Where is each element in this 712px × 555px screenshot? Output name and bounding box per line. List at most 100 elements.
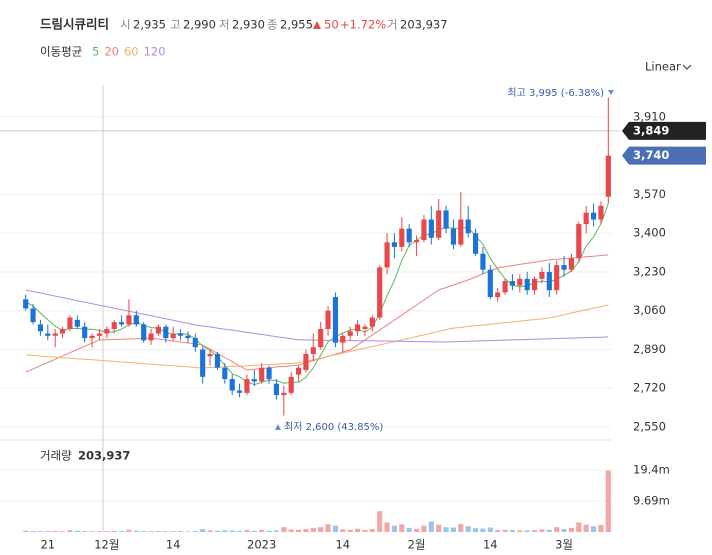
open-value: 2,935 <box>133 18 166 32</box>
candle-body <box>222 367 228 380</box>
candle-body <box>288 376 294 393</box>
moving-average-line <box>25 289 609 343</box>
candle-body <box>126 315 132 325</box>
volume-bar <box>583 524 589 532</box>
candle-body <box>495 292 501 298</box>
candle-body <box>509 281 516 286</box>
candle-body <box>421 219 427 241</box>
y-tick-label: 3,570 <box>633 187 666 201</box>
volume-bar <box>67 530 73 532</box>
volume-bar <box>487 527 493 532</box>
volume-bar <box>517 530 523 532</box>
volume-bar <box>502 529 508 532</box>
volume-bar <box>465 526 471 532</box>
crosshair-label: 3,849 <box>633 123 669 137</box>
volume-bar <box>347 529 353 532</box>
scale-dropdown[interactable]: Linear <box>645 60 692 74</box>
candle-body <box>23 299 29 309</box>
candle-body <box>96 333 103 336</box>
volume-bar <box>472 528 479 532</box>
candle-body <box>200 349 206 377</box>
moving-average-line <box>25 254 609 373</box>
close-label: 종 <box>267 18 278 32</box>
x-tick-label: 2023 <box>247 538 276 552</box>
volume-bar <box>509 530 516 532</box>
volume-tick-label: 19.4m <box>633 463 670 477</box>
volume-bar <box>303 529 309 532</box>
low-value: 2,930 <box>232 18 265 32</box>
candle-body <box>443 210 449 229</box>
open-label: 시 <box>120 18 131 32</box>
volume-title: 거래량 <box>40 449 72 463</box>
volume-bar <box>450 527 457 532</box>
volume-bar <box>23 530 29 532</box>
crosshair-badge <box>622 121 706 140</box>
candle-body <box>391 242 398 247</box>
moving-average-line <box>25 203 609 386</box>
candle-body <box>524 278 530 291</box>
candle-body <box>104 328 110 334</box>
candle-body <box>118 322 125 325</box>
candle-body <box>436 210 442 238</box>
candle-body <box>598 205 604 220</box>
candle-body <box>281 392 287 396</box>
ma-legend-entry: 60 <box>124 45 139 59</box>
x-tick-label: 2월 <box>408 538 426 552</box>
candle-body <box>546 271 552 291</box>
candle-body <box>413 240 420 243</box>
candle-body <box>406 228 412 243</box>
volume-bar <box>295 529 302 532</box>
volume-bar <box>384 522 390 532</box>
low-marker <box>275 424 281 430</box>
candle-body <box>332 297 339 343</box>
dropdown-chevron[interactable] <box>682 64 692 70</box>
candle-body <box>590 212 597 220</box>
candle-body <box>531 278 538 291</box>
volume-bar <box>568 527 575 532</box>
volume-bar <box>399 524 405 532</box>
candle-body <box>362 326 368 329</box>
candle-body <box>561 265 567 270</box>
volume-bar <box>163 531 169 532</box>
scale-mode[interactable]: Linear <box>645 60 681 74</box>
volume-bar <box>340 529 346 532</box>
candle-body <box>568 258 575 270</box>
volume-bar <box>244 530 250 532</box>
volume-bar <box>458 524 464 532</box>
volume-bar <box>52 530 58 532</box>
volume-bar <box>443 527 449 532</box>
volume-bar <box>148 531 154 532</box>
x-tick-label: 12월 <box>94 538 119 552</box>
volume-bar <box>126 529 132 532</box>
candle-body <box>207 354 213 357</box>
volume-bar <box>222 530 228 532</box>
candle-body <box>325 310 331 329</box>
x-tick-label: 3월 <box>555 538 573 552</box>
volume-tick-label: 9.69m <box>633 494 670 508</box>
candle-body <box>59 328 66 334</box>
candle-body <box>163 326 169 339</box>
last-price-badge <box>622 146 706 165</box>
x-tick-label: 21 <box>40 538 55 552</box>
high-value: 2,990 <box>183 18 216 32</box>
candle-body <box>273 383 280 396</box>
candle-body <box>340 335 346 343</box>
candle-body <box>354 324 361 332</box>
volume-bar <box>251 530 257 532</box>
moving-average-line <box>25 304 609 369</box>
candle-body <box>45 333 51 336</box>
volume-bar <box>561 529 567 532</box>
volume-bar <box>531 530 538 532</box>
volume-bar <box>546 529 552 532</box>
volume-bar <box>236 530 243 532</box>
volume-bar <box>413 528 420 532</box>
volume-bar <box>288 529 294 532</box>
candle-body <box>458 219 464 245</box>
candle-body <box>74 319 80 327</box>
volume-bar <box>133 530 139 532</box>
y-tick-label: 2,720 <box>633 381 666 395</box>
change-value: 50 <box>324 18 339 32</box>
volume-bar <box>428 521 434 532</box>
volume-bar <box>200 529 206 532</box>
